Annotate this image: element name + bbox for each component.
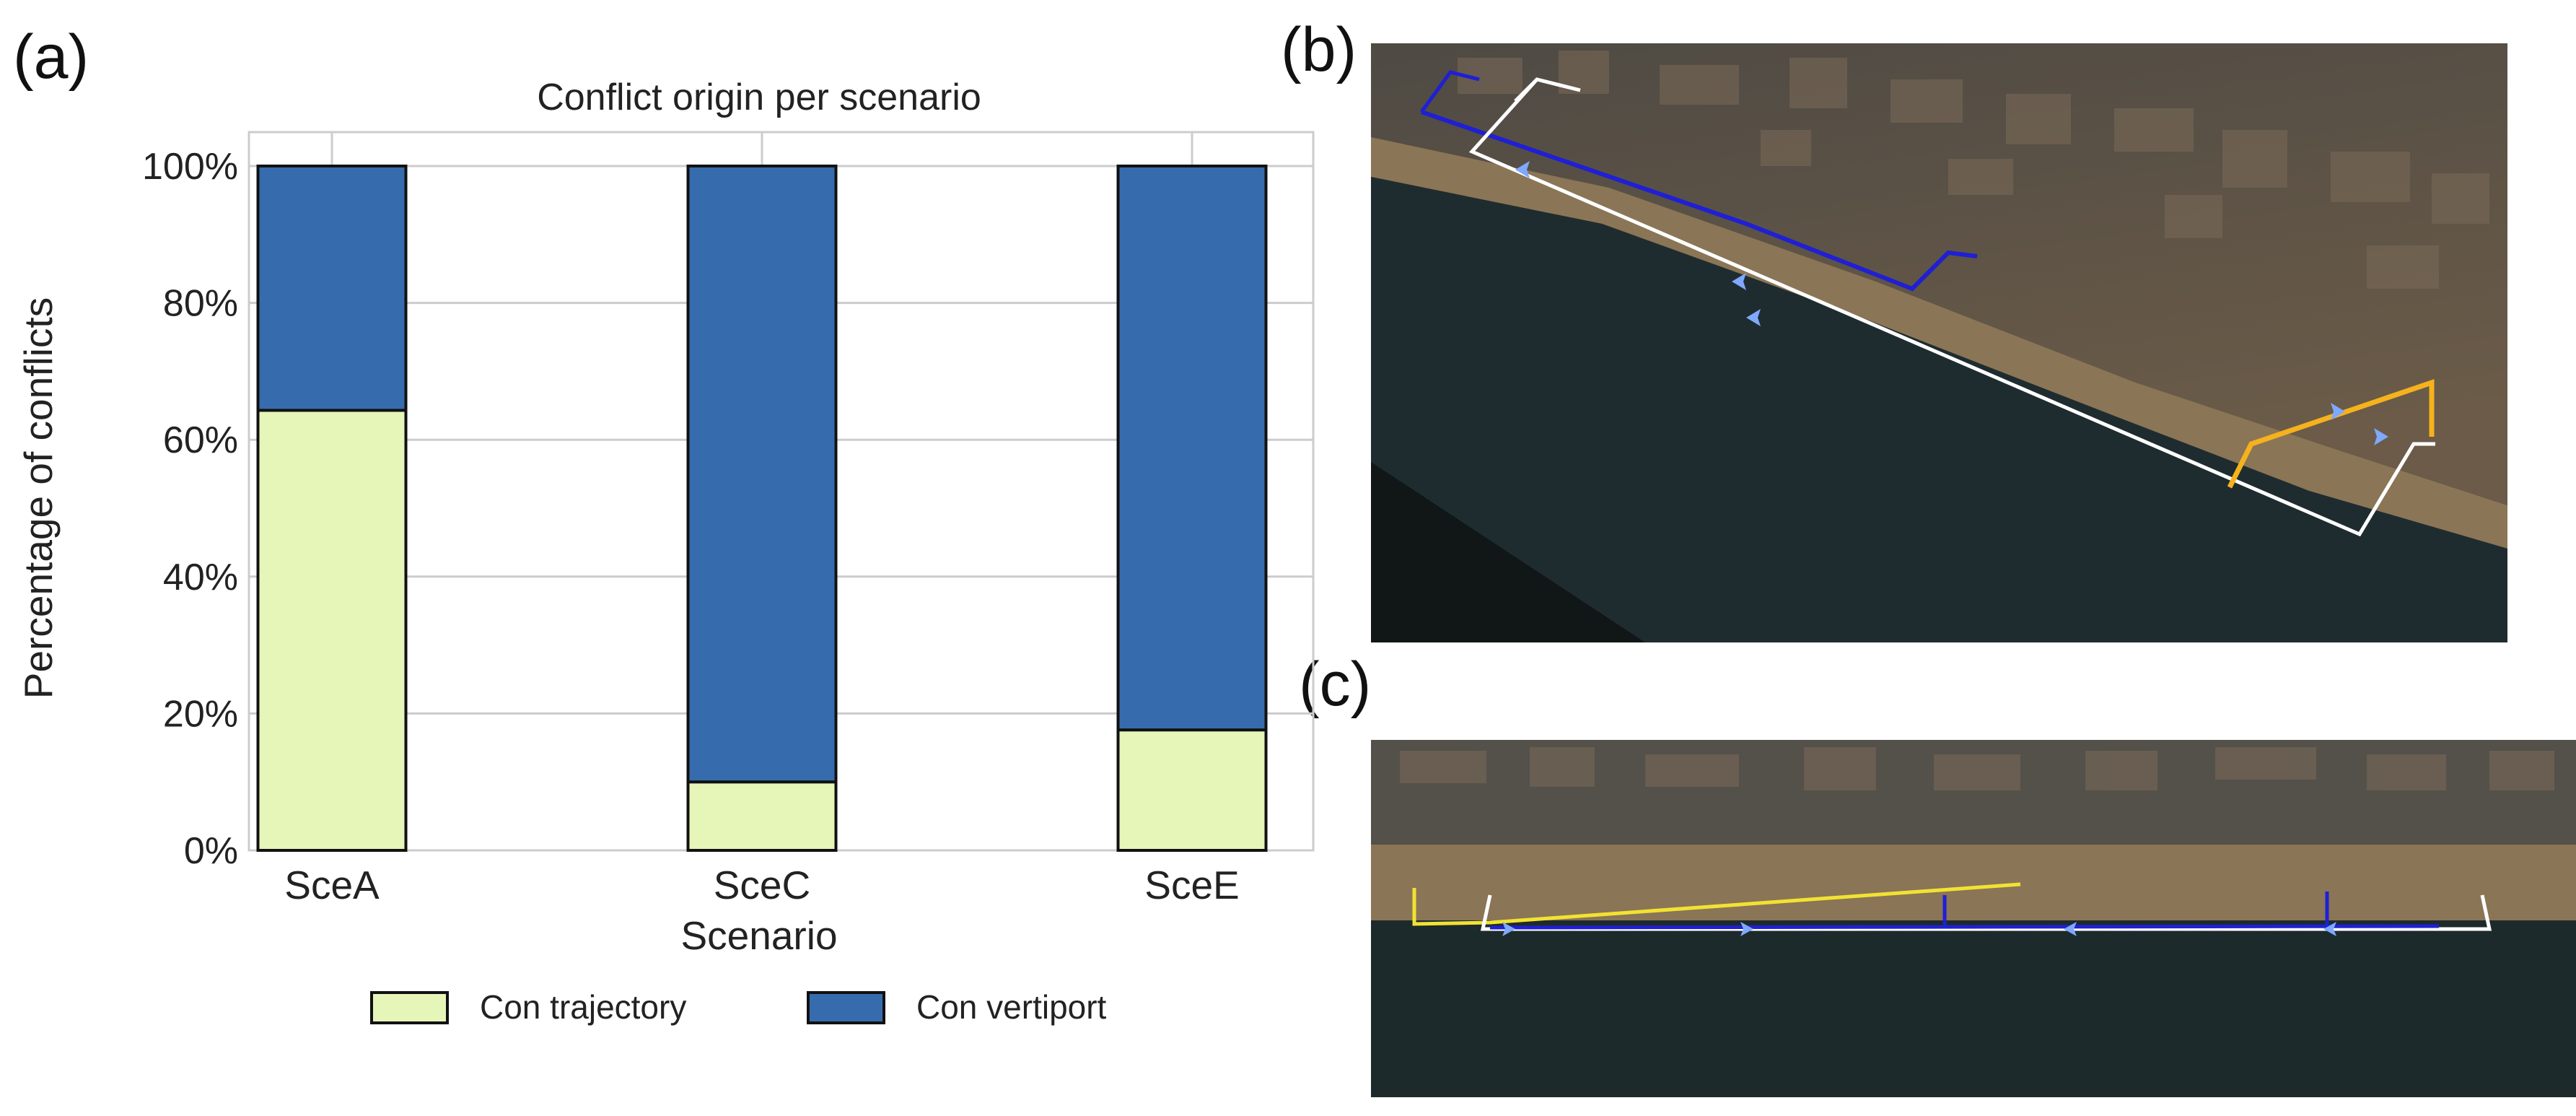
bars <box>256 165 1268 852</box>
bar-SceC-vertiport <box>686 165 838 784</box>
buildings <box>1458 51 2489 289</box>
panel-label-c: (c) <box>1299 650 1372 719</box>
bar-SceC-trajectory <box>686 780 838 852</box>
legend: Con trajectory Con vertiport <box>370 988 1107 1026</box>
x-tick-label: SceE <box>1144 863 1239 907</box>
sea-water <box>1371 177 2507 642</box>
y-tick-label: 0% <box>184 830 238 872</box>
y-tick-label: 100% <box>142 146 238 188</box>
bar-SceA-vertiport <box>256 165 408 412</box>
satellite-map-c <box>1371 740 2576 1097</box>
route-blue <box>1421 110 1978 292</box>
x-tick-label: SceA <box>284 863 380 907</box>
route-white <box>1468 78 2435 537</box>
y-tick-labels: 0% 20% 40% 60% 80% 100% <box>142 146 238 872</box>
beach-strip <box>1371 845 2576 920</box>
aircraft-icons <box>1515 161 2388 445</box>
y-tick-label: 80% <box>163 283 238 325</box>
x-tick-label: SceC <box>714 863 811 907</box>
legend-label-vertiport: Con vertiport <box>916 988 1107 1026</box>
sea-water <box>1371 920 2576 1097</box>
buildings <box>1400 747 2554 790</box>
y-tick-label: 60% <box>163 419 238 461</box>
route-white <box>1480 894 2492 931</box>
chart-title: Conflict origin per scenario <box>537 77 981 118</box>
legend-swatch-trajectory <box>370 991 449 1024</box>
stacked-bar-chart: 0% 20% 40% 60% 80% 100% SceA SceC SceE Conflict… <box>16 77 1315 1026</box>
y-tick-label: 40% <box>163 557 238 598</box>
x-tick-labels: SceA SceC SceE <box>284 863 1239 907</box>
route-yellow <box>1412 882 2021 926</box>
satellite-map-b <box>1371 43 2507 642</box>
x-axis-label: Scenario <box>680 913 837 958</box>
panel-label-b: (b) <box>1281 15 1357 84</box>
y-tick-label: 20% <box>163 693 238 735</box>
y-axis-label: Percentage of conflicts <box>16 297 61 699</box>
route-blue <box>1489 924 2440 930</box>
beach-strip <box>1371 137 2507 549</box>
aircraft-icons <box>1502 922 2336 936</box>
panel-label-a: (a) <box>13 22 89 92</box>
legend-label-trajectory: Con trajectory <box>480 988 686 1026</box>
bar-SceE-trajectory <box>1116 728 1268 852</box>
legend-swatch-vertiport <box>807 991 885 1024</box>
bar-SceE-vertiport <box>1116 165 1268 732</box>
bar-SceA-trajectory <box>256 409 408 852</box>
sea-shadow <box>1371 462 1645 642</box>
